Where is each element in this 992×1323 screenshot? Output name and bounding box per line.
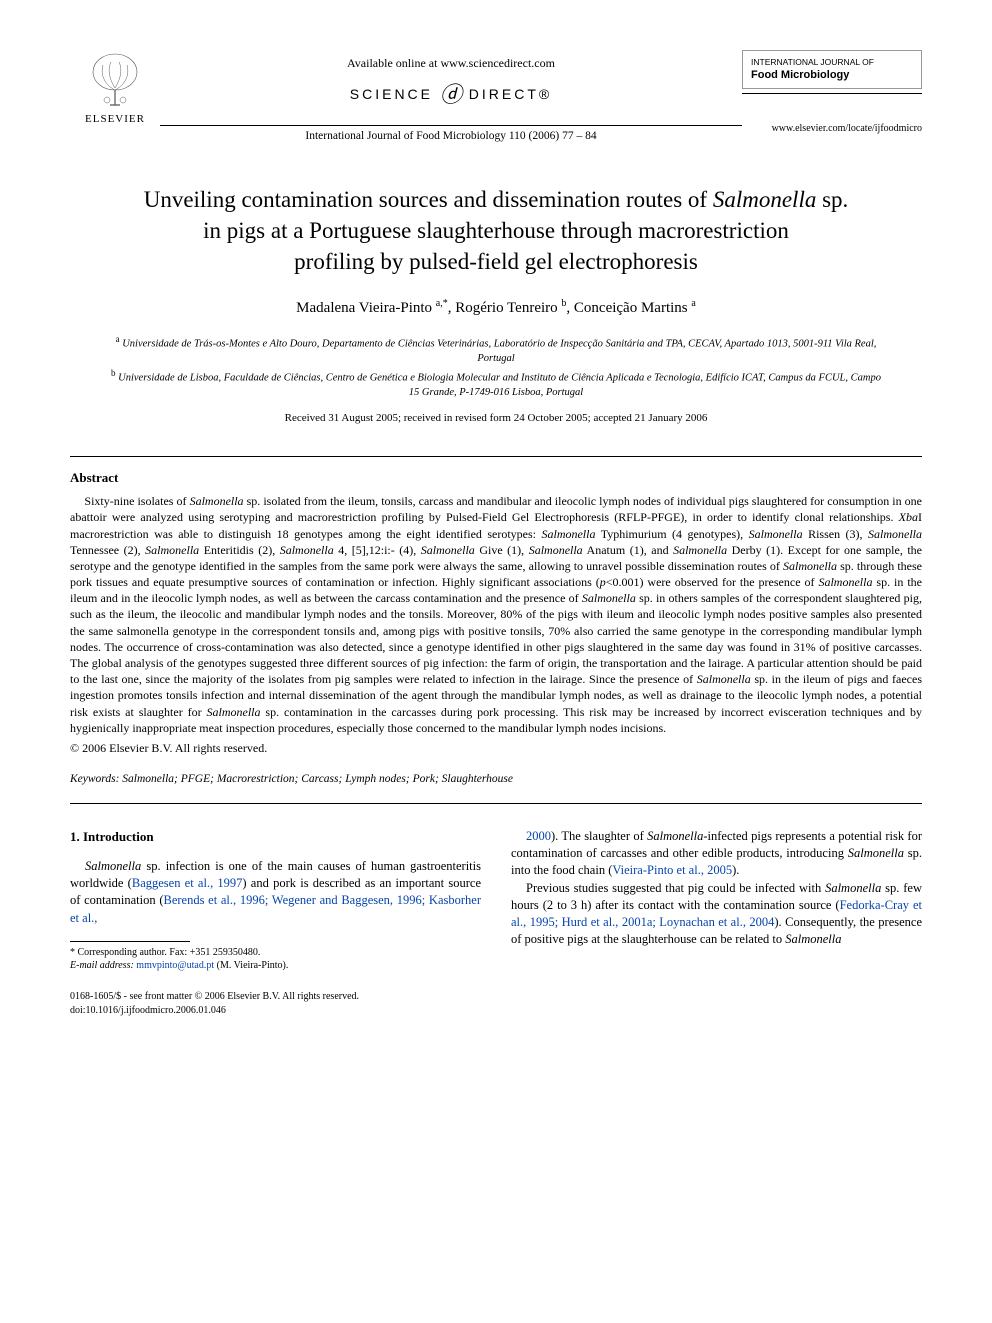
sd-right: DIRECT® [469, 86, 552, 102]
elsevier-label: ELSEVIER [85, 112, 145, 127]
article-title: Unveiling contamination sources and diss… [90, 184, 902, 277]
title-post: sp. [816, 187, 848, 212]
journal-title-box: INTERNATIONAL JOURNAL OF Food Microbiolo… [742, 50, 922, 89]
affil-b-text: Universidade de Lisboa, Faculdade de Ciê… [116, 372, 881, 398]
header-center: Available online at www.sciencedirect.co… [160, 50, 742, 144]
author-2: Rogério Tenreiro [455, 300, 557, 316]
footer-left: 0168-1605/$ - see front matter © 2006 El… [70, 990, 359, 1018]
keywords-label: Keywords: [70, 773, 119, 785]
journal-line1: INTERNATIONAL JOURNAL OF [751, 57, 913, 68]
author-1-star: * [443, 298, 448, 309]
footnote-email[interactable]: mmvpinto@utad.pt [134, 960, 214, 971]
keywords-line: Keywords: Salmonella; PFGE; Macrorestric… [70, 771, 922, 787]
title-line3: profiling by pulsed-field gel electropho… [294, 249, 698, 274]
intro-right-p2: Previous studies suggested that pig coul… [511, 880, 922, 949]
footnote-corr: * Corresponding author. Fax: +351 259350… [70, 946, 481, 959]
footnote-email-line: E-mail address: mmvpinto@utad.pt (M. Vie… [70, 959, 481, 972]
footer-doi: doi:10.1016/j.ijfoodmicro.2006.01.046 [70, 1004, 359, 1018]
article-dates: Received 31 August 2005; received in rev… [70, 411, 922, 426]
title-line2: in pigs at a Portuguese slaughterhouse t… [203, 218, 789, 243]
author-1-affil: a, [436, 298, 443, 309]
author-2-affil: b [561, 298, 566, 309]
author-list: Madalena Vieira-Pinto a,*, Rogério Tenre… [70, 297, 922, 319]
sd-at-icon: ⓓ [440, 82, 462, 107]
intro-left-p1: Salmonella sp. infection is one of the m… [70, 858, 481, 927]
intro-right-p1: 2000). The slaughter of Salmonella-infec… [511, 828, 922, 880]
page-header: ELSEVIER Available online at www.science… [70, 50, 922, 144]
page-footer: 0168-1605/$ - see front matter © 2006 El… [70, 990, 922, 1018]
header-right: INTERNATIONAL JOURNAL OF Food Microbiolo… [742, 50, 922, 136]
right-column: 2000). The slaughter of Salmonella-infec… [511, 828, 922, 972]
header-rule-right [742, 93, 922, 94]
author-3: Conceição Martins [574, 300, 688, 316]
footnote-email-post: (M. Vieira-Pinto). [214, 960, 288, 971]
affiliations: a Universidade de Trás-os-Montes e Alto … [110, 333, 882, 401]
journal-citation: International Journal of Food Microbiolo… [160, 128, 742, 144]
available-online-text: Available online at www.sciencedirect.co… [160, 55, 742, 72]
author-1: Madalena Vieira-Pinto [296, 300, 432, 316]
left-column: 1. Introduction Salmonella sp. infection… [70, 828, 481, 972]
science-direct-logo: SCIENCE ⓓ DIRECT® [160, 80, 742, 111]
author-3-affil: a [691, 298, 695, 309]
abstract-body: Sixty-nine isolates of Salmonella sp. is… [70, 493, 922, 736]
journal-line2: Food Microbiology [751, 68, 913, 82]
abstract-heading: Abstract [70, 469, 922, 487]
sd-left: SCIENCE [350, 86, 433, 102]
publisher-logo-block: ELSEVIER [70, 50, 160, 127]
footer-issn: 0168-1605/$ - see front matter © 2006 El… [70, 990, 359, 1004]
intro-heading: 1. Introduction [70, 828, 481, 846]
footnote-email-label: E-mail address: [70, 960, 134, 971]
corresponding-author-footnote: * Corresponding author. Fax: +351 259350… [70, 946, 481, 972]
title-pre: Unveiling contamination sources and diss… [144, 187, 713, 212]
abstract-copyright: © 2006 Elsevier B.V. All rights reserved… [70, 740, 922, 757]
keywords-text: Salmonella; PFGE; Macrorestriction; Carc… [119, 773, 513, 785]
affil-a-text: Universidade de Trás-os-Montes e Alto Do… [120, 338, 877, 364]
title-ital: Salmonella [713, 187, 817, 212]
abstract-top-rule [70, 456, 922, 457]
elsevier-tree-icon [85, 50, 145, 110]
body-columns: 1. Introduction Salmonella sp. infection… [70, 828, 922, 972]
abstract-bottom-rule [70, 803, 922, 804]
footnote-rule [70, 941, 190, 942]
journal-url: www.elsevier.com/locate/ijfoodmicro [742, 122, 922, 136]
